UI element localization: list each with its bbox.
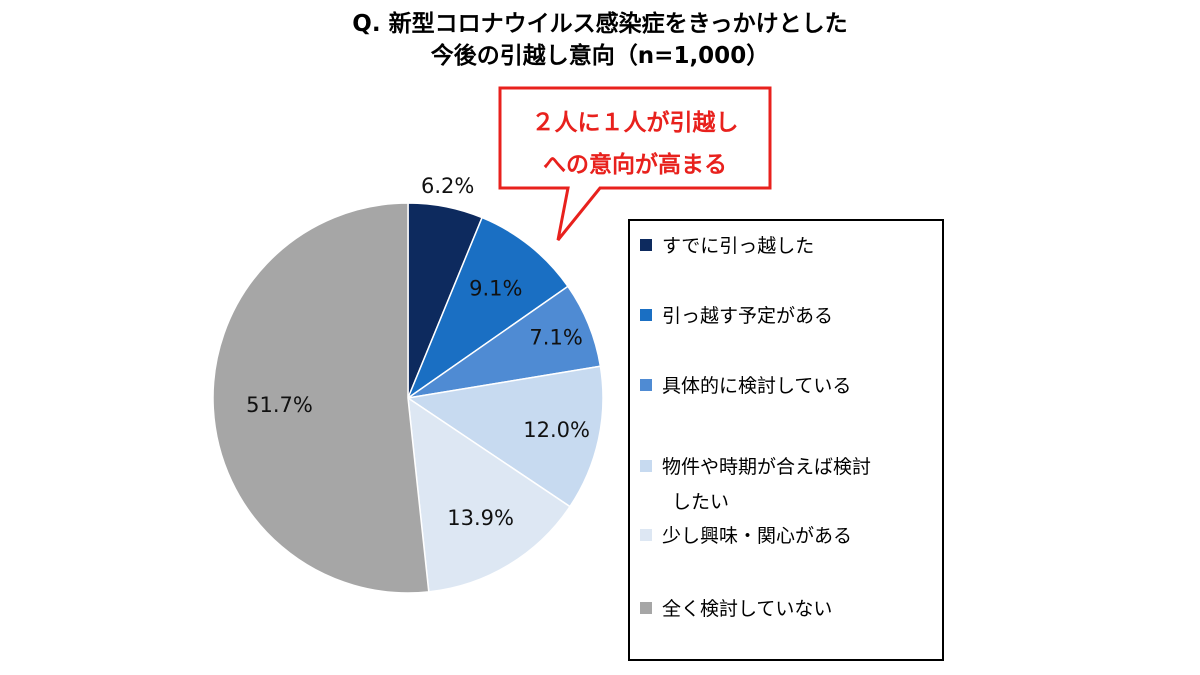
callout-text-line1: ２人に１人が引越し bbox=[532, 109, 739, 136]
legend-swatch bbox=[640, 238, 652, 251]
chart-title-line1: Q. 新型コロナウイルス感染症をきっかけとした bbox=[352, 11, 848, 37]
legend-swatch bbox=[640, 601, 652, 614]
legend-item: 引っ越す予定がある bbox=[640, 297, 940, 335]
slice-label: 51.7% bbox=[246, 393, 313, 417]
legend-swatch bbox=[640, 528, 652, 541]
legend-swatch bbox=[640, 378, 652, 391]
legend-swatch bbox=[640, 308, 652, 321]
legend-item: 少し興味・関心がある bbox=[640, 517, 940, 555]
chart-title-line2: 今後の引越し意向（n=1,000） bbox=[430, 43, 770, 69]
legend-label: 全く検討していない bbox=[662, 598, 833, 620]
legend-label-line1: 物件や時期が合えば検討 bbox=[662, 456, 872, 478]
pie-slice bbox=[406, 365, 604, 508]
slice-label: 13.9% bbox=[447, 506, 514, 530]
legend-label: 具体的に検討している bbox=[662, 375, 852, 397]
legend-label-line2: したい bbox=[672, 491, 730, 513]
slice-label: 7.1% bbox=[529, 326, 582, 350]
callout-bubble bbox=[498, 86, 772, 241]
pie-slices bbox=[212, 202, 604, 594]
pie-slice bbox=[212, 202, 430, 594]
legend-label: すでに引っ越した bbox=[662, 235, 815, 257]
legend: すでに引っ越した 引っ越す予定がある 具体的に検討している 物件や時期が合えば検… bbox=[628, 219, 944, 661]
legend-label: 少し興味・関心がある bbox=[662, 525, 853, 547]
pie-slice bbox=[406, 216, 569, 401]
slice-label: 12.0% bbox=[523, 418, 590, 442]
slice-label: 9.1% bbox=[469, 276, 522, 300]
slice-label: 6.2% bbox=[421, 174, 474, 198]
pie-labels: 6.2% 9.1% 7.1% 12.0% 13.9% 51.7% bbox=[246, 174, 590, 530]
callout: ２人に１人が引越し への意向が高まる bbox=[498, 86, 772, 241]
legend-swatch bbox=[640, 459, 652, 472]
legend-item: 物件や時期が合えば検討 bbox=[640, 448, 940, 486]
legend-item-continuation: したい bbox=[672, 483, 972, 521]
callout-text-line2: への意向が高まる bbox=[543, 151, 727, 178]
legend-item: 全く検討していない bbox=[640, 590, 940, 628]
legend-item: 具体的に検討している bbox=[640, 367, 940, 405]
legend-item: すでに引っ越した bbox=[640, 227, 940, 265]
pie-slice bbox=[407, 396, 572, 593]
legend-label: 引っ越す予定がある bbox=[662, 305, 834, 327]
